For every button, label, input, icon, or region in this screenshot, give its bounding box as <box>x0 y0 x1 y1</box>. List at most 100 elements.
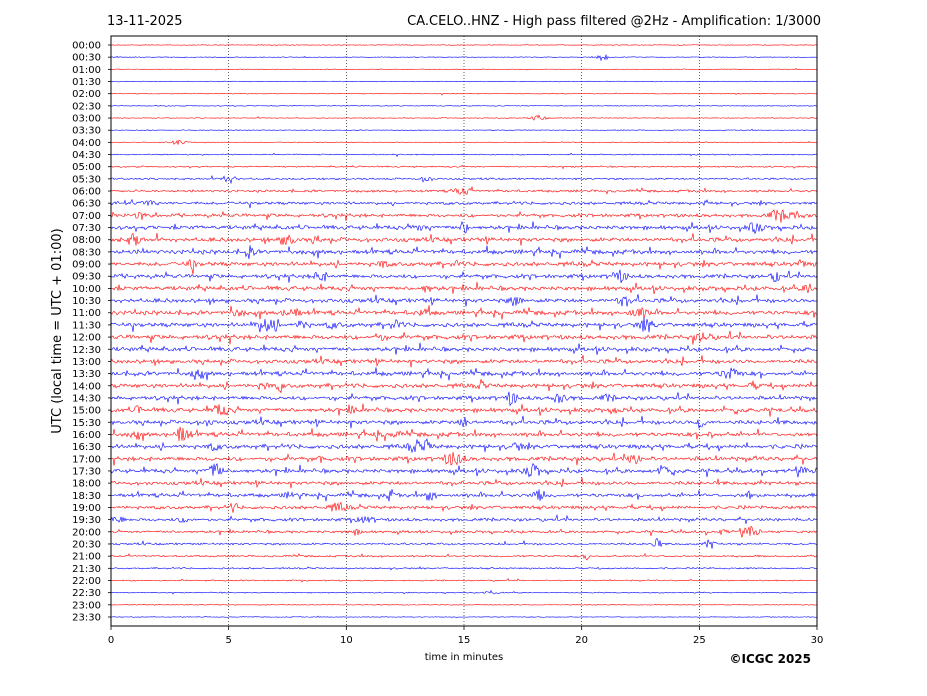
y-tick-label: 06:30 <box>72 199 101 210</box>
seismic-trace <box>110 92 818 96</box>
y-tick-label: 23:00 <box>72 600 101 611</box>
seismic-trace <box>110 354 818 368</box>
y-tick-label: 03:30 <box>72 126 101 137</box>
x-tick-label: 15 <box>458 635 471 646</box>
y-tick-label: 02:00 <box>72 89 101 100</box>
y-tick-label: 00:00 <box>72 41 101 52</box>
x-tick-label: 25 <box>693 635 706 646</box>
y-tick-label: 13:30 <box>72 369 101 380</box>
seismic-trace <box>110 152 818 158</box>
seismic-trace <box>110 185 818 195</box>
y-tick-label: 20:00 <box>72 527 101 538</box>
y-tick-label: 14:30 <box>72 393 101 404</box>
y-tick-label: 00:30 <box>72 53 101 64</box>
y-tick-label: 01:30 <box>72 77 101 88</box>
x-axis-ticks: 0 5 10 15 20 25 30 <box>108 626 824 646</box>
seismic-trace <box>110 232 818 246</box>
y-tick-label: 07:30 <box>72 223 101 234</box>
seismic-trace <box>110 342 818 355</box>
seismic-trace <box>110 552 818 561</box>
y-tick-label: 20:30 <box>72 539 101 550</box>
seismic-trace <box>110 80 818 83</box>
seismic-trace <box>110 114 818 121</box>
seismic-trace <box>110 245 818 260</box>
x-axis-label: time in minutes <box>425 652 504 663</box>
y-tick-label: 15:30 <box>72 418 101 429</box>
seismic-trace <box>110 258 818 275</box>
seismic-trace <box>110 379 818 394</box>
seismic-trace <box>110 128 818 131</box>
y-tick-label: 13:00 <box>72 357 101 368</box>
y-tick-label: 22:30 <box>72 588 101 599</box>
y-tick-label: 23:30 <box>72 612 101 623</box>
y-tick-label: 09:00 <box>72 260 101 271</box>
chart-title: CA.CELO..HNZ - High pass filtered @2Hz -… <box>407 14 821 29</box>
y-tick-label: 05:30 <box>72 174 101 185</box>
seismic-trace <box>110 269 818 283</box>
seismic-trace <box>110 426 818 442</box>
seismic-trace <box>110 104 818 107</box>
seismic-trace <box>110 451 818 466</box>
y-tick-label: 17:00 <box>72 454 101 465</box>
seismic-trace <box>110 330 818 345</box>
seismic-trace <box>110 525 818 538</box>
seismic-trace <box>110 566 818 571</box>
date-label: 13-11-2025 <box>107 14 183 29</box>
seismic-trace <box>110 44 818 46</box>
seismic-trace <box>110 415 818 429</box>
seismic-trace <box>110 294 818 307</box>
y-tick-label: 22:00 <box>72 576 101 587</box>
y-tick-label: 16:00 <box>72 430 101 441</box>
seismic-trace <box>110 198 818 209</box>
y-tick-label: 08:30 <box>72 247 101 258</box>
seismic-trace <box>110 403 818 417</box>
y-tick-label: 04:30 <box>72 150 101 161</box>
seismic-trace <box>110 305 818 320</box>
seismic-trace <box>110 604 818 606</box>
seismic-trace <box>110 514 818 524</box>
y-tick-label: 05:00 <box>72 162 101 173</box>
copyright-label: ©ICGC 2025 <box>729 652 811 666</box>
y-tick-label: 03:00 <box>72 114 101 125</box>
plot-frame <box>110 35 818 627</box>
x-tick-label: 10 <box>340 635 353 646</box>
x-tick-label: 30 <box>811 635 824 646</box>
seismic-trace <box>110 615 818 618</box>
x-tick-label: 5 <box>225 635 231 646</box>
y-tick-label: 18:00 <box>72 479 101 490</box>
seismic-trace <box>110 54 818 62</box>
x-tick-label: 20 <box>575 635 588 646</box>
y-tick-label: 10:30 <box>72 296 101 307</box>
y-tick-label: 12:00 <box>72 333 101 344</box>
y-tick-label: 14:00 <box>72 381 101 392</box>
y-tick-label: 11:30 <box>72 320 101 331</box>
seismic-trace <box>110 367 818 381</box>
seismic-trace <box>110 437 818 454</box>
seismic-traces <box>110 44 818 618</box>
seismic-trace <box>110 281 818 295</box>
seismic-trace <box>110 537 818 549</box>
y-tick-label: 18:30 <box>72 491 101 502</box>
y-tick-label: 21:30 <box>72 564 101 575</box>
y-tick-label: 15:00 <box>72 406 101 417</box>
seismic-trace <box>110 489 818 502</box>
y-tick-label: 02:30 <box>72 101 101 112</box>
y-tick-label: 12:30 <box>72 345 101 356</box>
seismic-trace <box>110 67 818 71</box>
y-tick-label: 19:30 <box>72 515 101 526</box>
y-tick-label: 04:00 <box>72 138 101 149</box>
y-tick-label: 01:00 <box>72 65 101 76</box>
seismic-trace <box>110 317 818 333</box>
y-tick-label: 08:00 <box>72 235 101 246</box>
y-tick-label: 11:00 <box>72 308 101 319</box>
seismic-trace <box>111 589 818 595</box>
seismic-trace <box>110 391 818 407</box>
seismic-trace <box>110 209 818 223</box>
seismic-trace <box>110 578 818 583</box>
seismic-trace <box>110 501 818 513</box>
y-tick-label: 19:00 <box>72 503 101 514</box>
y-tick-label: 17:30 <box>72 466 101 477</box>
y-tick-label: 09:30 <box>72 272 101 283</box>
